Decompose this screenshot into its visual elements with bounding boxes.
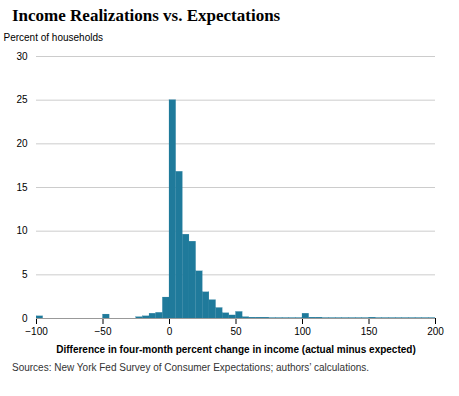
- svg-text:−50: −50: [95, 326, 112, 337]
- svg-text:25: 25: [16, 94, 28, 105]
- svg-text:Percent of households: Percent of households: [4, 32, 104, 43]
- html-text:Income Realizations vs. Expect: Income Realizations vs. Expectations: [12, 6, 281, 25]
- svg-text:10: 10: [16, 225, 28, 236]
- svg-text:100: 100: [294, 326, 311, 337]
- svg-text:30: 30: [16, 51, 28, 62]
- svg-text:20: 20: [16, 138, 28, 149]
- svg-text:0: 0: [167, 326, 173, 337]
- svg-text:150: 150: [361, 326, 378, 337]
- svg-text:5: 5: [22, 269, 28, 280]
- svg-text:Difference in four-month perce: Difference in four-month percent change …: [56, 344, 416, 355]
- svg-text:200: 200: [427, 326, 444, 337]
- svg-text:15: 15: [16, 182, 28, 193]
- svg-text:−100: −100: [25, 326, 48, 337]
- svg-text:0: 0: [22, 313, 28, 324]
- html-text:Sources: New York Fed Survey o: Sources: New York Fed Survey of Consumer…: [12, 362, 369, 373]
- svg-text:50: 50: [230, 326, 242, 337]
